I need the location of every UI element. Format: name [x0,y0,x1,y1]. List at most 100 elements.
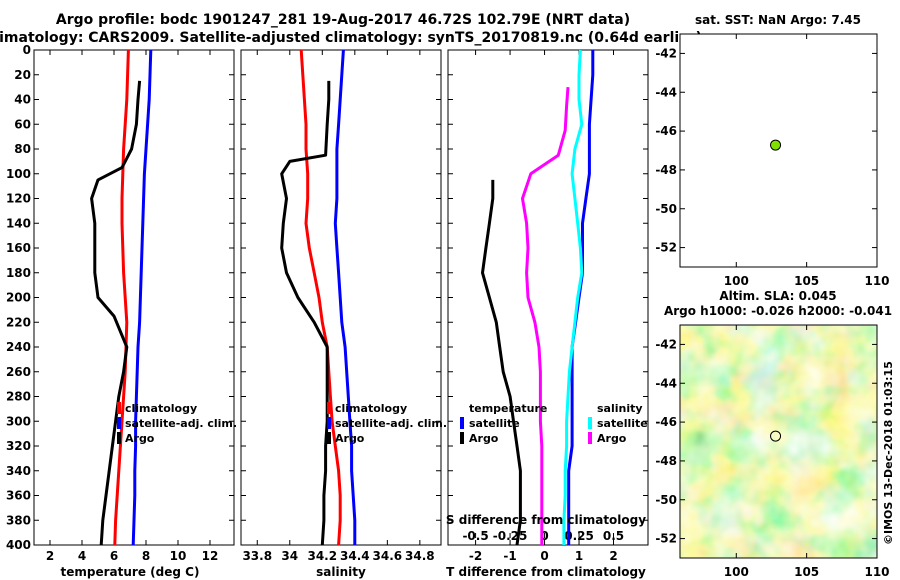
depth-tick-label: 20 [14,68,31,82]
legend-swatch-argo [327,432,331,444]
depth-tick-label: 400 [6,538,31,552]
x-tick-label: 34.6 [373,549,403,563]
difference-depth-ticks [448,49,648,546]
depth-tick-label: 140 [6,216,31,230]
salinity-depth-ticks [241,49,441,546]
depth-tick-label: 380 [6,513,31,527]
temperature-legend: climatology satellite-adj. clim. Argo [117,402,237,445]
legend-swatch-climatology [117,402,121,414]
sst-map-title: sat. SST: NaN Argo: 7.45 [695,13,861,27]
temperature-xlabel: temperature (deg C) [61,565,200,579]
depth-tick-label: 360 [6,489,31,503]
legend-swatch-satellite-adj [327,417,331,429]
depth-tick-label: 0 [23,43,31,57]
depth-tick-label: 160 [6,241,31,255]
temperature-lines [90,49,153,546]
legend-swatch-argo [117,432,121,444]
argo-position-marker [770,139,782,151]
legend-label-argo: Argo [125,432,155,445]
t-difference-x-axis: -2 -1 0 1 2 [469,50,618,563]
series-satellite-adj-clim [131,49,153,546]
sla-map-title-1: Altim. SLA: 0.045 [719,289,836,303]
difference-legend: temperature satellite Argo salinity sate… [460,402,648,445]
depth-tick-label: 260 [6,365,31,379]
sla-map-frame [679,324,878,559]
legend-label-satellite-adj: satellite-adj. clim. [335,417,447,430]
s-x-tick-label: 0.5 [603,529,624,543]
s-x-tick-label: 0 [540,529,548,543]
salinity-xlabel: salinity [316,565,366,579]
depth-tick-label: 180 [6,266,31,280]
legend-label-climatology: climatology [125,402,197,415]
salinity-lines [280,49,357,546]
x-tick-label: 34.8 [405,549,435,563]
lat-tick-label: -52 [655,241,677,255]
x-tick-label: 6 [110,549,118,563]
x-tick-label: 10 [170,549,187,563]
depth-tick-label: 240 [6,340,31,354]
legend-swatch-t-argo [460,432,464,444]
depth-tick-label: 320 [6,439,31,453]
legend-title-temperature: temperature [469,402,547,415]
legend-label-t-satellite: satellite [469,417,520,430]
sst-map-axes: 100 105 110 -42 -44 -46 -48 -50 -52 [655,34,890,288]
series-s-satellite [562,49,584,545]
series-argo [90,80,142,546]
lon-tick-label: 105 [794,565,819,579]
depth-axis: 0 20 40 60 80 100 120 140 160 180 200 220 240 260 280 3… [6,43,234,552]
lon-tick-label: 100 [724,274,749,288]
credit-stamp: ©IMOS 13-Dec-2018 01:03:15 [882,361,895,545]
s-x-tick-label: 0.25 [564,529,594,543]
lat-tick-label: -44 [655,85,677,99]
title-line-1: Argo profile: bodc 1901247_281 19-Aug-20… [56,12,630,28]
lon-tick-label: 110 [864,565,889,579]
legend-swatch-climatology [327,402,331,414]
sla-heatmap [680,325,877,558]
depth-tick-label: 300 [6,414,31,428]
argo-position-marker [770,430,782,442]
salinity-x-axis: 33.8 34 34.2 34.4 34.6 34.8 [242,50,435,563]
series-satellite-adj-clim [333,49,357,545]
title-line-2: Climatology: CARS2009. Satellite-adjuste… [0,30,702,46]
legend-swatch-t-satellite [460,417,464,429]
legend-label-climatology: climatology [335,402,407,415]
depth-tick-label: 80 [14,142,31,156]
sla-map-panel: Altim. SLA: 0.045 Argo h1000: -0.026 h20… [655,289,892,579]
depth-tick-label: 280 [6,390,31,404]
sla-map-points [770,430,782,442]
depth-tick-label: 100 [6,167,31,181]
depth-tick-label: 120 [6,192,31,206]
legend-label-s-satellite: satellite [597,417,648,430]
lat-tick-label: -50 [655,202,677,216]
legend-label-argo: Argo [335,432,365,445]
depth-tick-label: 340 [6,464,31,478]
temperature-x-axis: 2 4 6 8 10 12 [46,50,218,563]
series-climatology [299,49,342,546]
lat-tick-label: -42 [655,337,677,351]
x-tick-label: 34 [281,549,298,563]
x-tick-label: 2 [609,549,617,563]
series-climatology [113,49,130,546]
x-tick-label: 34.4 [340,549,370,563]
lat-tick-label: -52 [655,532,677,546]
lat-tick-label: -48 [655,163,677,177]
series-argo [280,80,331,546]
difference-axes-frame [447,49,649,546]
depth-tick-label: 60 [14,117,31,131]
sst-map-panel: sat. SST: NaN Argo: 7.45 100 105 110 -42 -44… [655,13,889,288]
depth-tick-label: 40 [14,93,31,107]
legend-swatch-s-argo [588,432,592,444]
lat-tick-label: -48 [655,454,677,468]
lat-tick-label: -46 [655,415,677,429]
x-tick-label: -2 [469,549,482,563]
sla-map-title-2: Argo h1000: -0.026 h2000: -0.041 [664,304,892,318]
lon-tick-label: 100 [724,565,749,579]
s-x-tick-label: -0.5 [462,529,488,543]
depth-tick-label: 220 [6,315,31,329]
lon-tick-label: 110 [864,274,889,288]
t-difference-xlabel: T difference from climatology [446,565,646,579]
lat-tick-label: -44 [655,376,677,390]
salinity-legend: climatology satellite-adj. clim. Argo [327,402,447,445]
s-x-tick-label: -0.25 [493,529,528,543]
